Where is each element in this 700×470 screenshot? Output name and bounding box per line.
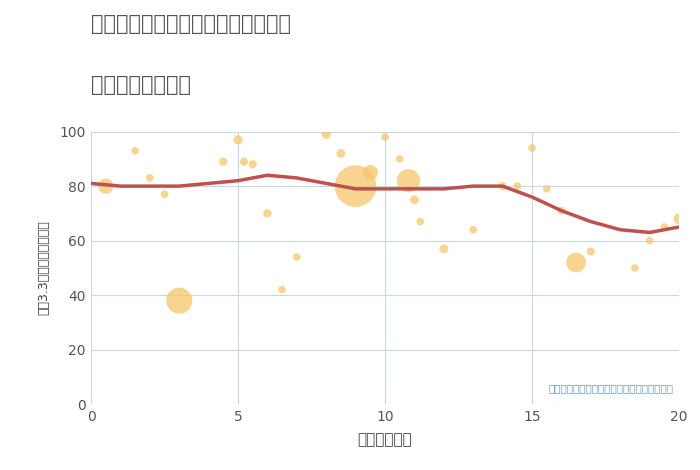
Point — [644, 237, 655, 244]
Point — [659, 223, 670, 231]
Point — [556, 207, 567, 214]
Point — [174, 297, 185, 305]
Point — [100, 182, 111, 190]
Point — [394, 155, 405, 163]
Point — [512, 182, 523, 190]
Point — [291, 253, 302, 261]
Point — [497, 182, 508, 190]
Point — [673, 215, 685, 223]
Point — [262, 210, 273, 217]
Point — [629, 264, 641, 272]
Text: 円の大きさは、取引のあった物件面積を示す: 円の大きさは、取引のあった物件面積を示す — [548, 384, 673, 393]
Point — [335, 149, 346, 157]
Text: 愛知県名古屋市千種区星が丘元町の: 愛知県名古屋市千種区星が丘元町の — [91, 14, 291, 34]
Point — [526, 144, 538, 152]
Point — [409, 196, 420, 204]
Point — [159, 190, 170, 198]
Point — [218, 158, 229, 165]
Point — [438, 245, 449, 252]
Point — [379, 133, 391, 141]
Point — [350, 182, 361, 190]
Y-axis label: 坪（3.3㎡）単価（万円）: 坪（3.3㎡）単価（万円） — [38, 220, 50, 315]
Point — [570, 258, 582, 266]
Point — [468, 226, 479, 234]
Point — [247, 161, 258, 168]
Point — [321, 131, 332, 138]
Point — [403, 177, 414, 184]
Point — [414, 218, 426, 225]
Point — [365, 169, 376, 176]
Point — [232, 136, 244, 143]
Point — [585, 248, 596, 255]
Text: 駅距離別土地価格: 駅距離別土地価格 — [91, 75, 191, 95]
Point — [130, 147, 141, 155]
Point — [238, 158, 249, 165]
Point — [144, 174, 155, 182]
Point — [541, 185, 552, 193]
X-axis label: 駅距離（分）: 駅距離（分） — [358, 432, 412, 447]
Point — [276, 286, 288, 293]
